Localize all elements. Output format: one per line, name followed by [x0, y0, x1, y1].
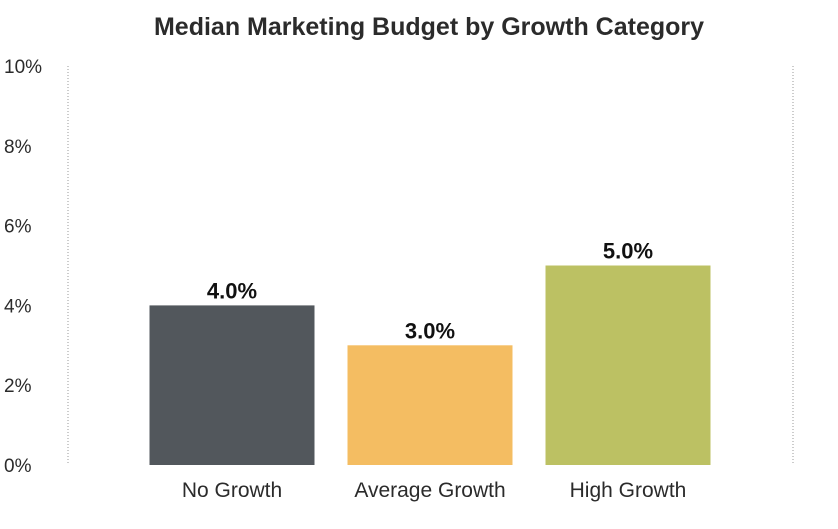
bar-high-growth — [545, 265, 711, 465]
y-tick-label: 0% — [4, 456, 32, 477]
bar-no-growth — [149, 305, 315, 465]
y-tick-label: 10% — [4, 57, 42, 78]
y-tick-label: 2% — [4, 376, 32, 397]
y-tick-label: 8% — [4, 137, 32, 158]
x-tick-label: High Growth — [570, 479, 687, 502]
x-tick-label: No Growth — [182, 479, 282, 502]
bar-average-growth — [347, 345, 513, 465]
y-tick-label: 4% — [4, 296, 32, 317]
data-label: 3.0% — [405, 318, 455, 343]
chart-title: Median Marketing Budget by Growth Catego… — [154, 13, 704, 41]
bars — [149, 265, 711, 465]
y-axis-ticks: 0% 2% 4% 6% 8% 10% — [4, 57, 42, 477]
data-label: 4.0% — [207, 278, 257, 303]
x-tick-label: Average Growth — [354, 479, 505, 502]
y-tick-label: 6% — [4, 217, 32, 238]
x-axis-labels: No Growth Average Growth High Growth — [182, 479, 687, 502]
data-label: 5.0% — [603, 239, 653, 264]
data-labels: 4.0% 3.0% 5.0% — [207, 239, 653, 344]
